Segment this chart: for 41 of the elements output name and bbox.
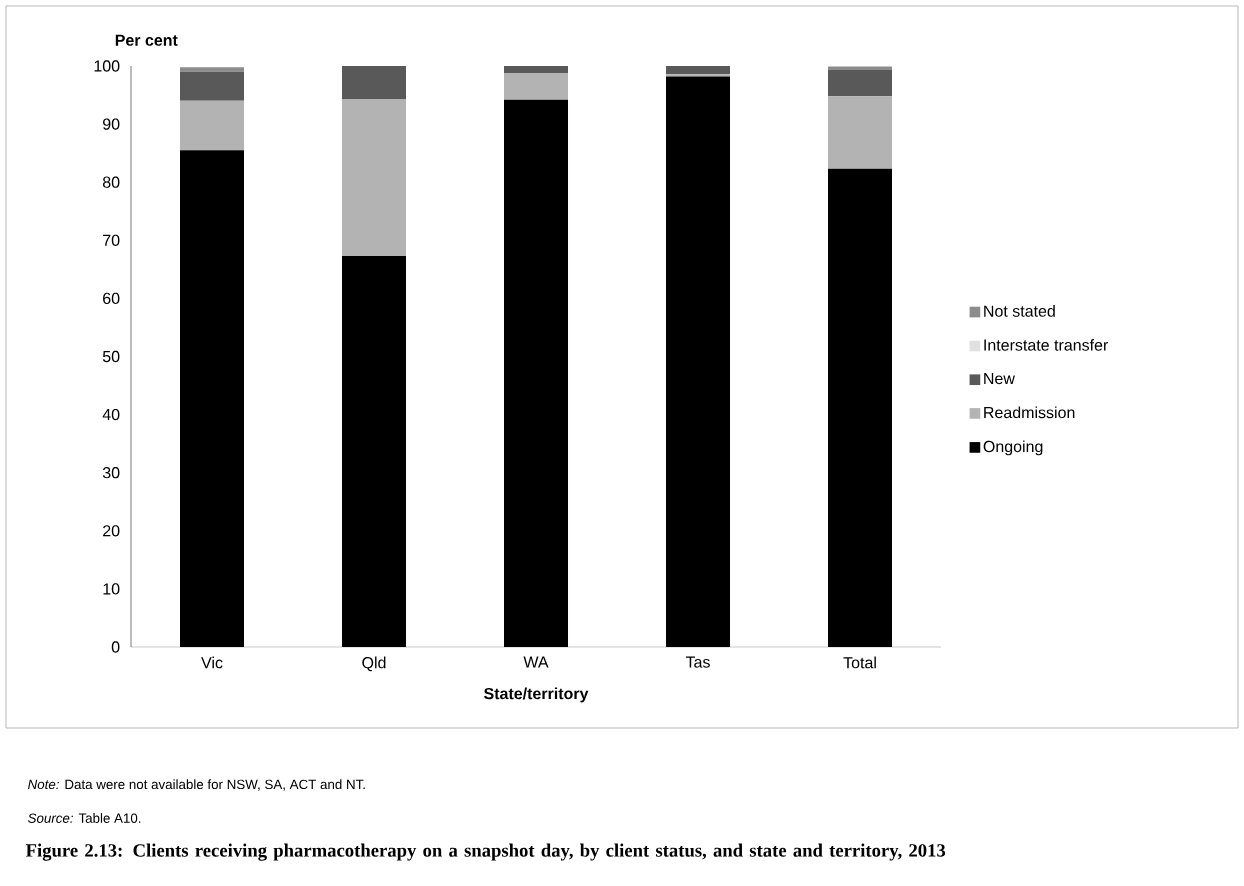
legend-label: Not stated <box>984 305 1055 317</box>
y-tick-label: 40 <box>102 408 120 421</box>
bar <box>180 150 244 647</box>
legend-label: Interstate transfer <box>984 339 1109 351</box>
x-tick-label: Tas <box>685 656 710 668</box>
bar <box>504 66 569 73</box>
bar <box>342 255 407 647</box>
bar <box>504 99 569 647</box>
legend-label: Readmission <box>984 406 1075 419</box>
bar <box>342 66 407 100</box>
y-tick-label: 20 <box>103 525 120 537</box>
bar <box>666 66 731 75</box>
bar <box>828 168 893 647</box>
legend-label: Ongoing <box>983 440 1043 456</box>
bar <box>828 69 893 97</box>
text: Source: Table A10. <box>27 813 141 823</box>
y-tick-label: 100 <box>94 60 120 72</box>
bar <box>180 100 244 151</box>
bar <box>180 71 244 101</box>
x-tick-label: WA <box>523 656 549 668</box>
y-axis-title: Per cent <box>115 34 178 46</box>
text: Figure 2.13: Clients receiving pharmacotherapy on a snapshot day, by client status, and state and territory, 2013 <box>25 843 946 861</box>
legend-label: New <box>984 373 1015 385</box>
x-axis-title: State/territory <box>484 687 589 703</box>
x-tick-label: Total <box>843 656 876 669</box>
y-tick-label: 60 <box>103 292 120 305</box>
bar <box>180 67 244 72</box>
y-tick-label: 70 <box>103 234 120 246</box>
y-tick-label: 30 <box>102 467 120 479</box>
x-tick-label: Vic <box>201 656 223 669</box>
bar <box>504 72 569 100</box>
y-tick-label: 50 <box>102 350 120 363</box>
y-tick-label: 0 <box>111 641 120 653</box>
bar <box>828 96 893 169</box>
bar <box>666 76 731 647</box>
y-tick-label: 10 <box>103 583 120 595</box>
x-tick-label: Qld <box>362 656 386 672</box>
text: Note: Data were not available for NSW, SA, ACT and NT. <box>28 779 365 791</box>
y-tick-label: 80 <box>102 176 120 188</box>
bar <box>342 99 407 256</box>
y-tick-label: 90 <box>103 118 120 130</box>
